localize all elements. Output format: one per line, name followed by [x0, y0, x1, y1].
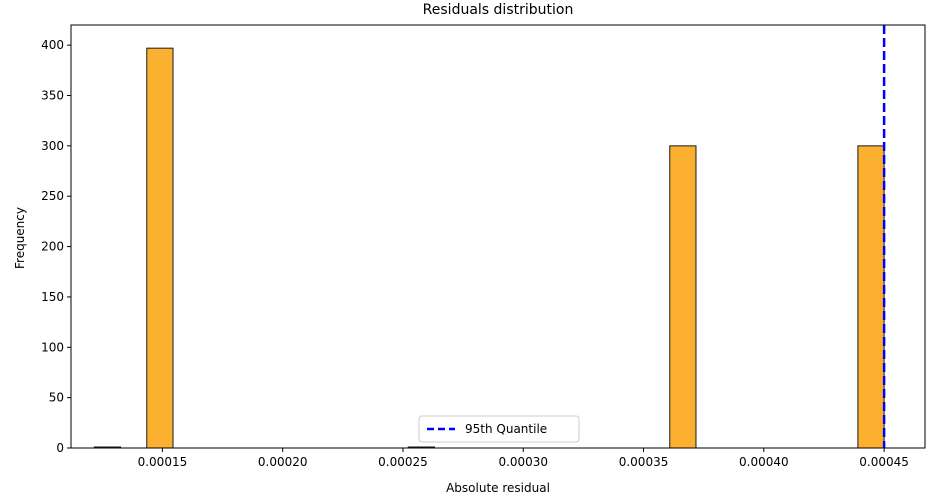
histogram-bar: [857, 145, 885, 449]
x-tick-label: 0.00040: [739, 455, 789, 469]
x-tick-label: 0.00045: [859, 455, 909, 469]
y-tick-label: 100: [41, 340, 64, 354]
y-tick-label: 400: [41, 38, 64, 52]
histogram-bar: [669, 145, 697, 449]
x-tick-label: 0.00015: [138, 455, 188, 469]
x-tick-label: 0.00020: [258, 455, 308, 469]
y-tick-label: 200: [41, 240, 64, 254]
y-tick-label: 0: [56, 441, 64, 455]
legend-box: [418, 415, 580, 443]
y-axis-label: Frequency: [13, 207, 27, 269]
plot-frame: [70, 24, 926, 449]
y-tick-label: 350: [41, 89, 64, 103]
chart-title: Residuals distribution: [423, 2, 574, 18]
x-tick-label: 0.00030: [498, 455, 548, 469]
plot-area: 0.00015 0.00020 0.00025 0.00030 0.00035 0.000…: [41, 24, 926, 469]
legend-entry-label: 95th Quantile: [465, 422, 547, 436]
y-tick-label: 150: [41, 290, 64, 304]
y-tick-label: 300: [41, 139, 64, 153]
y-tick-label: 50: [49, 391, 64, 405]
histogram-bar: [146, 47, 174, 449]
y-tick-label: 250: [41, 189, 64, 203]
x-axis-label: Absolute residual: [446, 481, 550, 495]
x-tick-label: 0.00025: [378, 455, 428, 469]
legend: 95th Quantile: [418, 415, 580, 443]
x-tick-label: 0.00035: [619, 455, 669, 469]
